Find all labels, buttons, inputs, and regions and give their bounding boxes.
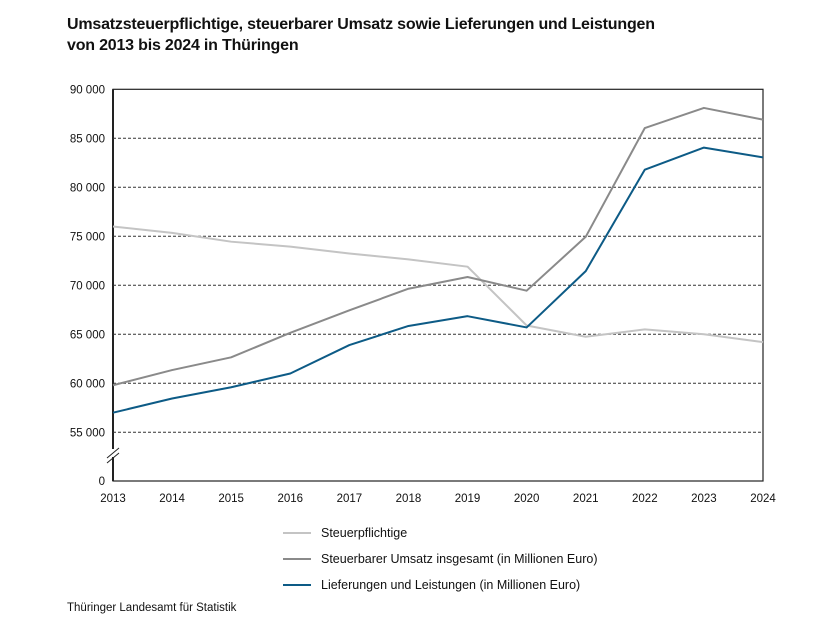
- chart-title: Umsatzsteuerpflichtige, steuerbarer Umsa…: [67, 14, 655, 56]
- series-line-3: [112, 146, 764, 414]
- x-tick-label: 2024: [750, 493, 776, 505]
- series-line-1: [112, 225, 764, 344]
- y-tick-label: 80 000: [70, 182, 105, 194]
- x-tick-label: 2013: [100, 493, 126, 505]
- y-tick-label: 60 000: [70, 378, 105, 390]
- x-tick-label: 2020: [514, 493, 540, 505]
- x-tick-label: 2017: [337, 493, 363, 505]
- legend-item: Lieferungen und Leistungen (in Millionen…: [283, 572, 598, 598]
- x-tick-label: 2021: [573, 493, 599, 505]
- x-tick-label: 2014: [159, 493, 185, 505]
- legend: Steuerpflichtige Steuerbarer Umsatz insg…: [283, 520, 598, 598]
- axis-break-mark: [106, 452, 120, 464]
- x-tick-label: 2016: [277, 493, 303, 505]
- x-tick-label: 2023: [691, 493, 717, 505]
- y-tick-label: 70 000: [70, 280, 105, 292]
- axis-break-mark: [106, 447, 120, 459]
- x-tick-label: 2022: [632, 493, 658, 505]
- x-tick-label: 2018: [396, 493, 422, 505]
- title-line-2: von 2013 bis 2024 in Thüringen: [67, 37, 299, 54]
- legend-swatch: [283, 557, 311, 561]
- y-tick-label: 90 000: [70, 84, 105, 96]
- legend-label: Steuerbarer Umsatz insgesamt (in Million…: [321, 552, 598, 566]
- x-tick-label: 2015: [218, 493, 244, 505]
- y-tick-label: 55 000: [70, 427, 105, 439]
- legend-label: Steuerpflichtige: [321, 526, 408, 540]
- legend-swatch: [283, 583, 311, 587]
- legend-item: Steuerpflichtige: [283, 520, 598, 546]
- source-footer: Thüringer Landesamt für Statistik: [67, 602, 237, 614]
- legend-swatch: [283, 531, 311, 535]
- legend-label: Lieferungen und Leistungen (in Millionen…: [321, 578, 581, 592]
- y-tick-label: 75 000: [70, 231, 105, 243]
- x-tick-label: 2019: [455, 493, 481, 505]
- y-tick-label: 0: [99, 476, 105, 488]
- y-tick-label: 85 000: [70, 133, 105, 145]
- y-tick-label: 65 000: [70, 329, 105, 341]
- legend-item: Steuerbarer Umsatz insgesamt (in Million…: [283, 546, 598, 572]
- series-line-2: [112, 106, 764, 387]
- title-line-1: Umsatzsteuerpflichtige, steuerbarer Umsa…: [67, 16, 655, 33]
